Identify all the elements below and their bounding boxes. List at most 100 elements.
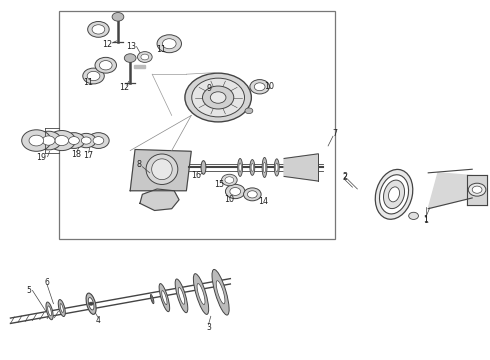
Ellipse shape [194, 274, 209, 314]
Polygon shape [467, 175, 487, 205]
Circle shape [69, 136, 79, 144]
Circle shape [247, 191, 257, 198]
Circle shape [55, 135, 69, 145]
Circle shape [202, 86, 234, 109]
Circle shape [92, 25, 105, 34]
Circle shape [138, 51, 152, 62]
Ellipse shape [86, 293, 96, 314]
Text: 6: 6 [45, 278, 49, 287]
Text: 3: 3 [206, 323, 211, 332]
Text: 10: 10 [224, 194, 234, 203]
Text: 1: 1 [423, 216, 428, 225]
Ellipse shape [379, 175, 409, 214]
Circle shape [162, 39, 176, 49]
Ellipse shape [262, 157, 267, 177]
Circle shape [36, 131, 61, 150]
Text: 15: 15 [214, 180, 224, 189]
Circle shape [42, 136, 55, 145]
Ellipse shape [250, 159, 255, 175]
Circle shape [89, 302, 93, 305]
Ellipse shape [251, 163, 253, 171]
Text: 19: 19 [36, 153, 46, 162]
Text: 13: 13 [126, 42, 137, 51]
Circle shape [141, 54, 149, 60]
Ellipse shape [46, 302, 53, 320]
Ellipse shape [275, 163, 278, 172]
Polygon shape [428, 173, 482, 209]
Circle shape [245, 108, 253, 114]
Circle shape [22, 130, 51, 151]
Circle shape [468, 183, 486, 196]
Circle shape [63, 133, 85, 148]
Text: 18: 18 [72, 150, 81, 159]
Circle shape [95, 57, 117, 73]
Text: 9: 9 [207, 84, 212, 93]
Circle shape [185, 73, 251, 122]
Ellipse shape [239, 163, 242, 172]
Circle shape [88, 133, 109, 148]
Circle shape [230, 188, 241, 195]
Ellipse shape [58, 300, 65, 316]
Ellipse shape [238, 158, 243, 176]
Circle shape [88, 22, 109, 37]
Ellipse shape [60, 303, 63, 312]
Text: 2: 2 [343, 173, 347, 182]
Ellipse shape [389, 187, 399, 202]
Ellipse shape [212, 269, 229, 315]
Text: 11: 11 [156, 45, 166, 54]
Ellipse shape [201, 161, 206, 174]
Ellipse shape [197, 284, 205, 305]
Text: 1: 1 [423, 215, 428, 224]
Circle shape [124, 54, 136, 62]
Ellipse shape [48, 306, 51, 316]
Circle shape [250, 80, 270, 94]
Ellipse shape [375, 170, 413, 219]
Text: 10: 10 [265, 82, 274, 91]
Circle shape [76, 134, 96, 148]
Polygon shape [140, 189, 179, 211]
Ellipse shape [162, 291, 167, 305]
Circle shape [99, 60, 112, 70]
Ellipse shape [150, 294, 154, 303]
Circle shape [83, 68, 104, 84]
Ellipse shape [151, 297, 153, 302]
Circle shape [210, 92, 226, 103]
Circle shape [409, 212, 418, 220]
Circle shape [81, 137, 91, 144]
Circle shape [225, 184, 245, 199]
Text: 5: 5 [26, 285, 31, 294]
Text: 7: 7 [333, 129, 338, 138]
Text: 4: 4 [96, 316, 101, 325]
Circle shape [29, 135, 44, 146]
Polygon shape [284, 154, 318, 181]
Bar [59, 12, 335, 239]
Ellipse shape [216, 281, 225, 304]
Ellipse shape [152, 159, 172, 180]
Ellipse shape [384, 180, 405, 208]
Circle shape [221, 174, 237, 186]
Circle shape [157, 35, 181, 53]
Circle shape [87, 71, 100, 81]
Text: 17: 17 [84, 151, 94, 160]
Ellipse shape [274, 159, 279, 176]
Circle shape [225, 177, 234, 183]
Circle shape [93, 136, 104, 144]
Text: 2: 2 [343, 172, 348, 181]
Ellipse shape [178, 287, 185, 304]
Text: 14: 14 [259, 197, 269, 206]
Circle shape [244, 188, 261, 201]
Text: 11: 11 [83, 78, 93, 87]
Circle shape [472, 186, 482, 193]
Polygon shape [134, 65, 145, 68]
Circle shape [254, 83, 265, 91]
Polygon shape [130, 149, 191, 191]
Ellipse shape [263, 162, 266, 172]
Ellipse shape [88, 297, 94, 310]
Ellipse shape [146, 154, 178, 184]
Circle shape [192, 78, 245, 117]
Circle shape [48, 131, 75, 150]
Ellipse shape [159, 284, 170, 312]
Text: 16: 16 [191, 171, 201, 180]
Text: 8: 8 [137, 161, 142, 170]
Text: 12: 12 [119, 83, 129, 92]
